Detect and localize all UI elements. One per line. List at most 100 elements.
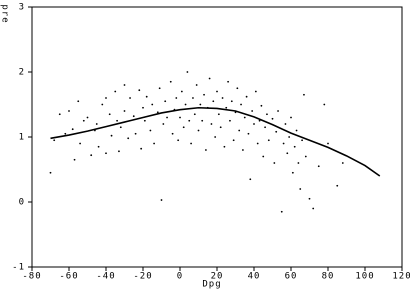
x-tick-label: 60 — [285, 272, 298, 282]
data-point — [149, 129, 152, 132]
data-point — [327, 142, 329, 145]
y-tick-label: 1 — [19, 133, 25, 143]
data-point — [249, 178, 252, 181]
data-point — [132, 115, 135, 118]
data-point — [79, 142, 81, 145]
x-tick-label: 20 — [211, 272, 224, 282]
data-point — [275, 130, 278, 133]
data-point — [317, 165, 320, 168]
data-point — [245, 95, 248, 98]
data-point — [145, 95, 148, 98]
data-point — [219, 126, 222, 129]
x-tick-label: -60 — [59, 272, 78, 282]
data-point — [138, 89, 141, 92]
data-point — [118, 150, 120, 153]
data-point — [158, 87, 161, 90]
data-point — [256, 142, 259, 145]
data-point — [195, 84, 198, 86]
data-point — [140, 147, 143, 150]
data-point — [97, 145, 100, 148]
data-point — [264, 126, 266, 129]
data-point — [258, 119, 261, 122]
data-point — [68, 110, 70, 112]
data-point — [175, 97, 178, 99]
data-point — [119, 126, 122, 129]
data-point — [238, 129, 241, 132]
x-tick-label: -20 — [133, 272, 152, 282]
data-point — [232, 139, 235, 142]
data-point — [101, 103, 104, 106]
data-point — [192, 97, 194, 99]
data-point — [336, 184, 339, 187]
y-tick-label: 3 — [19, 3, 25, 13]
data-point — [142, 106, 144, 109]
data-point — [197, 129, 200, 132]
data-point — [282, 142, 285, 145]
data-point — [186, 71, 189, 73]
data-point — [308, 197, 311, 200]
data-point — [53, 139, 56, 142]
data-point — [129, 97, 131, 99]
data-point — [301, 139, 303, 142]
data-point — [49, 171, 52, 174]
data-point — [180, 90, 183, 93]
data-point — [123, 110, 126, 112]
data-point — [166, 116, 168, 119]
data-point — [295, 129, 298, 132]
data-point — [290, 116, 292, 119]
data-point — [151, 103, 154, 106]
data-point — [214, 136, 217, 138]
data-point — [114, 90, 117, 93]
data-point — [323, 103, 326, 106]
data-point — [162, 123, 165, 125]
data-point — [223, 145, 226, 148]
data-point — [73, 158, 76, 161]
data-point — [188, 119, 191, 122]
data-point — [116, 119, 118, 122]
data-point — [210, 123, 213, 125]
data-point — [201, 119, 204, 122]
data-point — [277, 110, 279, 112]
data-point — [291, 171, 294, 174]
data-point — [293, 145, 296, 148]
data-point — [297, 162, 300, 164]
y-tick-label: 0 — [19, 198, 25, 208]
data-point — [304, 155, 307, 158]
data-point — [303, 93, 305, 96]
data-point — [236, 87, 239, 90]
x-tick-label: 80 — [322, 272, 335, 282]
data-point — [153, 142, 156, 145]
data-point — [182, 126, 185, 129]
x-axis-label: Dpg — [202, 280, 221, 290]
data-point — [203, 93, 205, 96]
data-point — [123, 84, 126, 86]
data-point — [82, 119, 85, 122]
data-point — [193, 113, 196, 116]
data-point — [230, 100, 233, 103]
data-point — [127, 137, 130, 140]
x-tick-label: -80 — [22, 272, 41, 282]
x-tick-label: 40 — [248, 272, 261, 282]
data-point — [199, 103, 202, 106]
data-point — [164, 100, 167, 103]
data-point — [267, 139, 270, 142]
data-point — [105, 97, 107, 99]
data-point — [205, 149, 207, 151]
data-point — [260, 104, 263, 107]
data-point — [95, 123, 98, 125]
data-point — [262, 155, 265, 158]
data-point — [208, 77, 211, 80]
data-point — [288, 136, 291, 138]
data-point — [179, 116, 181, 119]
data-point — [134, 132, 137, 135]
data-point — [286, 152, 289, 155]
data-point — [64, 132, 67, 135]
data-point — [273, 162, 276, 164]
data-point — [105, 152, 107, 155]
data-point — [247, 132, 250, 135]
data-point — [271, 117, 274, 120]
y-tick-label: -1 — [12, 263, 25, 273]
data-point — [266, 113, 268, 116]
data-point — [71, 128, 74, 131]
